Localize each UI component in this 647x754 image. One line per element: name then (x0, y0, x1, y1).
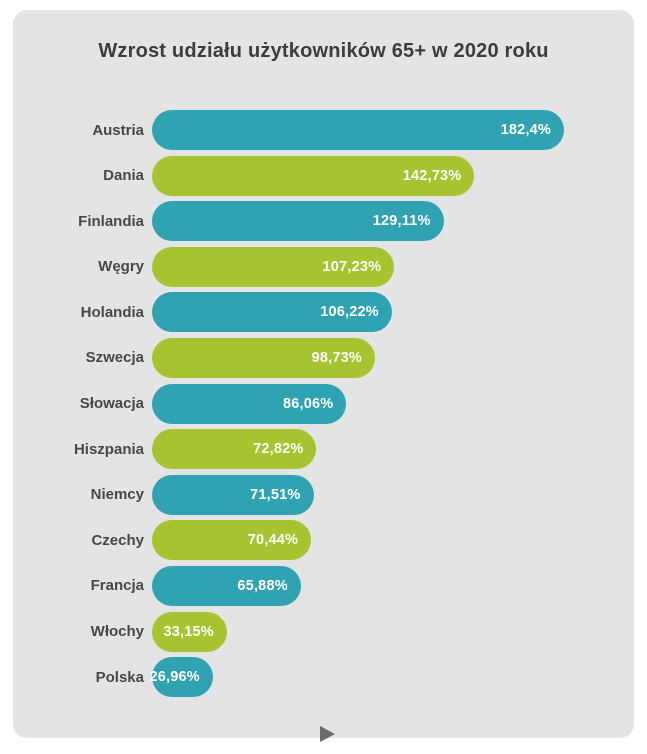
bar-row: Szwecja 98,73% (13, 337, 634, 378)
bar-value-label: 142,73% (402, 167, 462, 184)
bar-value-label: 33,15% (163, 623, 214, 640)
bar-row: Czechy 70,44% (13, 520, 634, 561)
bar: 86,06% (152, 383, 347, 424)
bar-track: 86,06% (152, 383, 564, 424)
bar-track: 26,96% (149, 657, 564, 698)
bar-value-label: 72,82% (253, 441, 304, 458)
bar: 107,23% (152, 246, 395, 287)
bar: 98,73% (152, 337, 375, 378)
country-label: Włochy (90, 623, 144, 641)
bar-value-label: 107,23% (322, 258, 382, 275)
bar-row: Włochy 33,15% (13, 611, 634, 652)
bar-track: 33,15% (152, 611, 564, 652)
bar-row: Węgry 107,23% (13, 246, 634, 287)
country-label: Niemcy (90, 486, 144, 504)
bar: 65,88% (152, 565, 301, 606)
bar: 26,96% (149, 657, 213, 698)
country-label: Dania (103, 167, 144, 185)
bar-track: 107,23% (152, 246, 564, 287)
chart-title: Wzrost udziału użytkowników 65+ w 2020 r… (98, 40, 549, 62)
bar: 70,44% (152, 520, 312, 561)
country-label: Holandia (80, 303, 144, 321)
bar: 33,15% (152, 611, 227, 652)
bar-track: 182,4% (152, 110, 564, 150)
bar-row: Niemcy 71,51% (13, 474, 634, 515)
bar-value-label: 106,22% (320, 304, 379, 321)
bar-value-label: 71,51% (250, 486, 301, 503)
country-label: Hiszpania (73, 440, 144, 458)
bar-row: Dania 142,73% (13, 155, 634, 196)
bar-row: Finlandia 129,11% (13, 201, 634, 242)
bar-value-label: 129,11% (372, 213, 431, 230)
bar: 129,11% (152, 201, 444, 242)
country-label: Polska (95, 668, 144, 686)
bar-value-label: 26,96% (149, 669, 200, 686)
bar-chart: Austria 182,4% Dania 142,73% Finlandia 129,11… (13, 110, 634, 698)
bar-row: Polska 26,96% (13, 657, 634, 698)
country-label: Finlandia (78, 212, 144, 230)
bar-track: 98,73% (152, 337, 564, 378)
bar: 71,51% (152, 474, 314, 515)
bar-row: Słowacja 86,06% (13, 383, 634, 424)
bar-value-label: 98,73% (311, 349, 362, 366)
country-label: Szwecja (85, 349, 144, 367)
country-label: Austria (92, 121, 144, 139)
country-label: Słowacja (79, 395, 144, 413)
chart-card: Wzrost udziału użytkowników 65+ w 2020 r… (13, 10, 634, 738)
bar-row: Austria 182,4% (13, 110, 634, 150)
bar: 106,22% (152, 292, 392, 333)
bar-track: 71,51% (152, 474, 564, 515)
bar-track: 142,73% (152, 155, 564, 196)
bar-track: 65,88% (152, 565, 564, 606)
bar-row: Hiszpania 72,82% (13, 429, 634, 470)
bar-row: Holandia 106,22% (13, 292, 634, 333)
country-label: Francja (90, 577, 144, 595)
bar-track: 106,22% (152, 292, 564, 333)
bar-value-label: 182,4% (500, 122, 551, 138)
bar-track: 72,82% (152, 429, 564, 470)
bar-track: 129,11% (152, 201, 564, 242)
next-slide-arrow-icon[interactable] (320, 726, 335, 742)
bar: 182,4% (152, 110, 564, 150)
country-label: Węgry (98, 258, 144, 276)
bar-value-label: 70,44% (247, 532, 299, 549)
country-label: Czechy (91, 531, 144, 549)
bar-track: 70,44% (152, 520, 564, 561)
bar-value-label: 65,88% (237, 577, 288, 594)
bar-row: Francja 65,88% (13, 565, 634, 606)
bar: 72,82% (152, 429, 317, 470)
bar: 142,73% (152, 155, 475, 196)
bar-value-label: 86,06% (282, 395, 334, 412)
